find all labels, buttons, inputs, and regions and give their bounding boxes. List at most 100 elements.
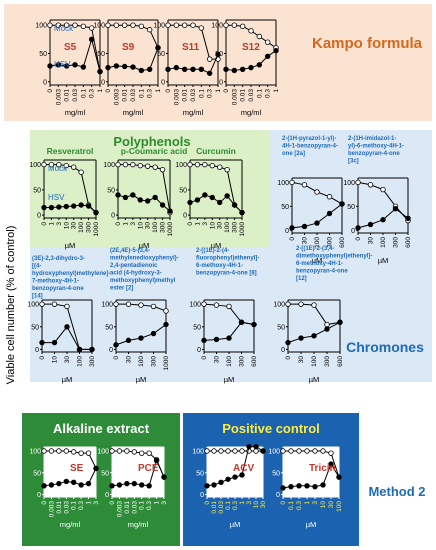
- x-tick-label: 1: [122, 222, 129, 226]
- section-title-chromones: Chromones: [346, 339, 424, 355]
- data-point-mock: [225, 448, 231, 454]
- x-tick-label: 10: [52, 356, 59, 364]
- y-tick-label: 50: [347, 204, 355, 211]
- y-tick-label: 50: [33, 470, 41, 477]
- y-tick-label: 50: [97, 51, 105, 58]
- data-point-mock: [63, 22, 70, 28]
- data-point-hsv: [138, 67, 145, 74]
- data-point-mock: [47, 22, 53, 28]
- y-tick-label: 100: [175, 162, 187, 169]
- y-tick-label: 100: [103, 162, 115, 169]
- method-label: Method 2: [368, 484, 425, 499]
- data-point-hsv: [89, 346, 95, 353]
- data-point-hsv: [248, 64, 254, 71]
- chart-chrom-12: 0 50 100 0 30 100 300 600 µM 2-[(1E)-2-(3,4- dimet…: [273, 246, 372, 384]
- data-point-mock: [165, 22, 171, 28]
- data-point-hsv: [125, 337, 132, 344]
- x-tick-label: 30: [298, 356, 305, 364]
- data-point-hsv: [51, 339, 58, 346]
- data-point-mock: [324, 321, 330, 328]
- x-tick-label: 0: [115, 222, 122, 226]
- data-point-mock: [213, 302, 220, 308]
- y-tick-label: 0: [43, 79, 47, 86]
- data-point-hsv: [314, 220, 320, 226]
- x-tick-label: 0.003: [48, 501, 55, 518]
- x-tick-label: 0: [289, 237, 296, 241]
- data-point-mock: [71, 449, 77, 455]
- x-tick-label: 3: [246, 501, 253, 505]
- x-tick-label: 100: [138, 356, 145, 367]
- data-point-mock: [41, 161, 47, 168]
- data-point-mock: [280, 448, 286, 454]
- x-tick-label: 0.003: [173, 89, 180, 106]
- data-point-hsv: [194, 197, 201, 203]
- data-point-mock: [121, 22, 128, 28]
- panel-label: S11: [182, 42, 200, 53]
- legend-hsv: HSV: [54, 60, 71, 69]
- x-tick-label: 0.3: [78, 501, 85, 510]
- panel-label-line: (2E,4E)-5-(3,4-: [110, 248, 150, 254]
- data-point-hsv: [78, 202, 84, 208]
- data-point-mock: [80, 23, 87, 30]
- y-tick-label: 100: [211, 23, 223, 30]
- data-point-hsv: [48, 204, 55, 211]
- x-tick-label: 100: [311, 356, 318, 367]
- x-tick-label: 1: [215, 89, 222, 93]
- y-tick-label: 0: [37, 213, 41, 220]
- y-tick-label: 50: [105, 324, 113, 331]
- data-point-hsv: [256, 62, 263, 68]
- y-tick-label: 0: [219, 79, 223, 86]
- y-tick-label: 50: [281, 204, 289, 211]
- data-point-mock: [289, 179, 295, 186]
- data-point-hsv: [93, 465, 99, 472]
- data-point-hsv: [105, 64, 111, 71]
- panel-label-line: dimethoxyphenyl)ethenyl]-: [296, 254, 372, 260]
- x-tick-label: 1: [194, 222, 201, 226]
- y-tick-label: 0: [183, 213, 187, 220]
- data-point-mock: [367, 182, 374, 188]
- x-tick-label: 1: [97, 89, 104, 93]
- data-point-hsv: [161, 474, 167, 480]
- x-tick-label: 0.01: [240, 89, 247, 102]
- data-point-hsv: [337, 319, 343, 325]
- data-point-mock: [190, 22, 196, 28]
- data-point-mock: [181, 22, 188, 28]
- x-tick-label: 100: [336, 501, 343, 512]
- x-axis-label: µM: [139, 241, 150, 250]
- panel-label-line: [3c]: [348, 159, 359, 165]
- data-point-hsv: [187, 199, 193, 206]
- x-tick-label: 0: [204, 501, 211, 505]
- panel-label-line: 2,4-pentadienoic: [110, 263, 158, 269]
- y-tick-label: 50: [277, 324, 285, 331]
- x-tick-label: 10: [137, 222, 144, 230]
- data-point-mock: [48, 161, 55, 168]
- data-point-hsv: [64, 324, 70, 330]
- data-point-hsv: [324, 326, 330, 332]
- section-title-alkaline: Alkaline extract: [53, 421, 150, 436]
- chart-chrom-11: 0 50 100 0 30 100 300 600 µM 2-[(1E)-2-(4- fluorop…: [189, 248, 259, 384]
- data-point-hsv: [211, 482, 217, 488]
- data-point-hsv: [218, 479, 224, 486]
- data-point-hsv: [264, 53, 271, 60]
- x-tick-label: 100: [77, 356, 84, 367]
- plot-area: [112, 447, 164, 497]
- x-tick-label: 0: [280, 501, 287, 505]
- panel-label-line: ester [2]: [110, 286, 133, 292]
- data-point-hsv: [288, 483, 294, 490]
- panel-label-line: 6-methoxy-4H-1-: [196, 263, 243, 269]
- panel-label-line: 2-[(1E)-2-(4-: [196, 248, 229, 254]
- x-tick-label: 0.3: [207, 89, 214, 98]
- y-tick-label: 100: [29, 162, 41, 169]
- data-point-mock: [223, 22, 229, 28]
- x-tick-label: 0.03: [248, 89, 255, 102]
- x-tick-label: 300: [151, 356, 158, 367]
- panel-label-line: benzopyran-4-one: [348, 151, 400, 157]
- panel-label: ACV: [233, 463, 254, 474]
- x-tick-label: 600: [405, 237, 412, 248]
- y-tick-label: 100: [268, 449, 280, 456]
- y-tick-label: 50: [33, 187, 41, 194]
- section-title-polyphenols: Polyphenols: [113, 134, 190, 149]
- y-tick-label: 0: [109, 347, 113, 354]
